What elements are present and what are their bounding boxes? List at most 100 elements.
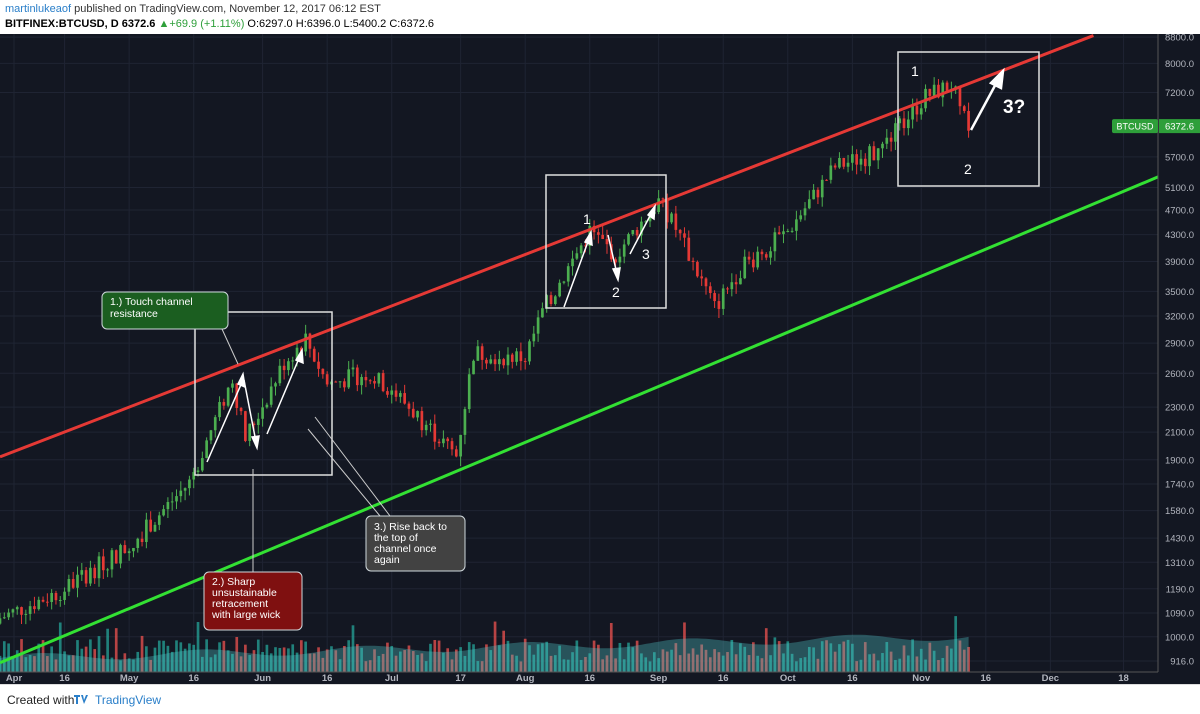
volume-bar (549, 655, 553, 672)
volume-bar (403, 650, 406, 672)
candle-body (962, 106, 966, 111)
y-tick-label: 1740.0 (1165, 480, 1194, 491)
time-axis[interactable]: Apr 16 May 16 Jun 16 Jul 17 Aug 16 Sep 16 Oct 16 Nov 16… (0, 671, 1200, 684)
candle-body (2, 617, 6, 619)
volume-bar (730, 639, 734, 672)
volume-bar (790, 653, 794, 672)
candle-body (683, 233, 686, 238)
price-chart[interactable]: 1 2 3 1 2 3? 1.) Touch channel resistanc… (0, 33, 1200, 684)
publish-info: published on TradingView.com, November 1… (74, 3, 381, 15)
candle-body (84, 570, 88, 584)
arrow-head-aug-up-2 (646, 203, 656, 221)
open-value: 6297.0 (259, 18, 293, 30)
volume-bar (2, 641, 6, 672)
candle-body (553, 296, 557, 305)
footer: Created with TradingView (0, 684, 1200, 714)
candle-body (919, 108, 923, 115)
volume-bar (41, 640, 45, 672)
candle-body (291, 360, 295, 362)
candle-body (218, 402, 221, 418)
candle-body (261, 407, 264, 419)
callout2-box (203, 571, 303, 631)
volume-bar (231, 653, 234, 672)
volume-bar (213, 654, 217, 672)
y-tick-label: 1900.0 (1165, 455, 1194, 466)
candle-body (46, 601, 49, 603)
y-tick-label: 2600.0 (1165, 369, 1194, 380)
candle-body (347, 369, 351, 388)
volume-bar (532, 654, 536, 672)
candle-body (476, 346, 480, 361)
candle-body (63, 591, 66, 600)
candle-body (149, 519, 153, 532)
x-tick-label: Apr (6, 673, 23, 684)
volume-bar (93, 649, 97, 672)
volume-bar (493, 621, 497, 672)
volume-bar (373, 649, 376, 672)
candle-body (859, 158, 863, 165)
volume-bar (769, 655, 772, 672)
candle-body (317, 361, 320, 369)
volume-bar (889, 651, 893, 672)
volume-bar (906, 655, 910, 672)
aug-label-2: 2 (612, 284, 620, 300)
candle-body (343, 381, 346, 388)
author-link[interactable]: martinlukeaof (5, 3, 72, 15)
chart-area[interactable]: 1 2 3 1 2 3? 1.) Touch channel resistanc… (0, 33, 1200, 684)
tradingview-link[interactable]: TradingView (95, 693, 162, 707)
volume-bar (760, 658, 764, 672)
candle-body (205, 440, 208, 459)
candle-body (700, 276, 704, 279)
candle-body (0, 618, 2, 624)
candle-body (442, 438, 445, 444)
volume-bar (196, 622, 200, 672)
volume-bar (678, 655, 682, 672)
y-tick-label: 1310.0 (1165, 558, 1194, 569)
volume-bar (627, 642, 630, 672)
volume-bar (571, 652, 574, 672)
candle-body (967, 110, 970, 131)
candle-body (489, 359, 493, 364)
volume-bar (222, 640, 226, 672)
x-tick-label: Aug (516, 673, 535, 684)
x-tick-label: 16 (847, 673, 858, 684)
candle-body (661, 198, 665, 200)
y-tick-label: 8000.0 (1165, 59, 1194, 70)
candle-body (528, 341, 531, 362)
volume-bar (269, 653, 273, 672)
volume-bar (592, 640, 596, 672)
candle-body (282, 365, 286, 371)
candle-body (670, 213, 673, 223)
candle-body (196, 470, 200, 473)
volume-bar (308, 653, 312, 672)
candle-body (373, 380, 376, 384)
price-change: +69.9 (+1.11%) (169, 18, 245, 30)
candle-body (106, 569, 109, 571)
candle-body (523, 361, 527, 363)
volume-bar (764, 628, 768, 672)
candle-body (769, 251, 772, 258)
volume-bar (252, 650, 256, 672)
volume-bar (312, 653, 316, 672)
volume-bar (726, 652, 729, 672)
candle-body (278, 365, 282, 384)
volume-bar (670, 649, 673, 672)
x-tick-label: May (120, 673, 139, 684)
volume-bar (816, 658, 820, 672)
candle-body (726, 288, 729, 290)
candle-body (248, 423, 252, 441)
arrow-down-1 (243, 379, 257, 443)
arrow-up-2 (266, 355, 301, 435)
volume-bar (915, 656, 919, 672)
candle-body (472, 360, 475, 375)
candle-body (11, 609, 15, 613)
y-tick-label: 1000.0 (1165, 632, 1194, 643)
candle-body (842, 157, 846, 167)
trend-lines[interactable] (0, 34, 1159, 665)
volume-bar (175, 640, 178, 672)
volume-bar (463, 655, 467, 672)
volume-bar (536, 644, 540, 672)
candle-body (773, 232, 777, 252)
volume-bar (37, 643, 41, 672)
volume-bar (838, 644, 841, 672)
